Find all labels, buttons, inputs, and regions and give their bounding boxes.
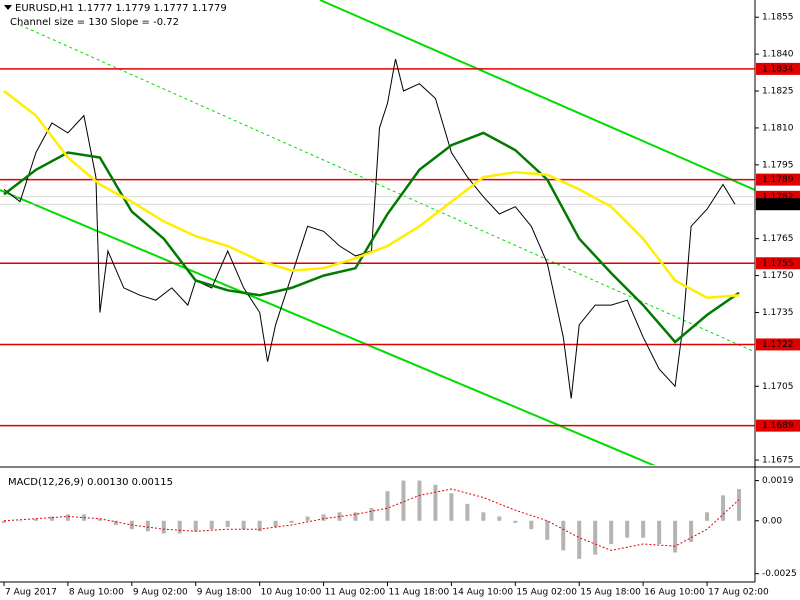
y-tick-label: 1.1735: [762, 308, 794, 318]
x-tick-label: 11 Aug 18:00: [388, 588, 449, 598]
y-tick-label: 0.00: [762, 516, 782, 526]
y-tick-label: 1.1765: [762, 234, 794, 244]
histogram-bar: [417, 480, 422, 521]
histogram-bar: [529, 520, 534, 530]
histogram-bar: [305, 516, 310, 521]
y-tick-label: 1.1825: [762, 87, 794, 97]
histogram-bar: [33, 518, 38, 521]
series-line: [3, 58, 736, 399]
histogram-bar: [353, 512, 358, 521]
histogram-bar: [497, 516, 502, 521]
histogram-bar: [257, 520, 262, 532]
price-marker-bg: [756, 198, 800, 211]
histogram-bar: [369, 508, 374, 521]
histogram-bar: [225, 520, 230, 528]
x-tick-label: 14 Aug 10:00: [452, 588, 513, 598]
histogram-bar: [465, 503, 470, 521]
y-tick-label: 1.1675: [762, 456, 794, 466]
histogram-bar: [481, 512, 486, 521]
x-tick-label: 9 Aug 18:00: [197, 588, 252, 598]
histogram-bar: [721, 495, 726, 521]
level-label-bg: [756, 173, 800, 186]
channel-upper: [319, 0, 755, 191]
histogram-bar: [177, 520, 182, 534]
chart-title: EURUSD,H1 1.1777 1.1779 1.1777 1.1779: [15, 3, 227, 14]
level-label-bg: [756, 257, 800, 270]
y-tick-label: 1.1810: [762, 123, 794, 133]
histogram-bar: [17, 520, 22, 522]
histogram-bar: [433, 484, 438, 521]
x-tick-label: 9 Aug 02:00: [133, 588, 188, 598]
y-tick-label: 1.1840: [762, 50, 794, 60]
x-tick-label: 7 Aug 2017: [5, 588, 57, 598]
y-tick-label: 1.1705: [762, 382, 794, 392]
histogram-bar: [289, 520, 294, 523]
level-label: 1.1722: [762, 340, 794, 350]
histogram-bar: [97, 518, 102, 521]
channel-middle: [19, 24, 755, 353]
level-label: 1.1789: [762, 175, 794, 185]
series-line: [3, 90, 740, 299]
y-tick-label: 0.0019: [762, 476, 794, 486]
x-tick-label: 15 Aug 18:00: [580, 588, 641, 598]
histogram-bar: [705, 512, 710, 521]
histogram-bar: [145, 520, 150, 532]
level-label-bg: [756, 338, 800, 351]
y-tick-label: -0.0025: [762, 569, 797, 579]
histogram-bar: [625, 520, 630, 538]
level-label-bg: [756, 419, 800, 432]
x-tick-label: 17 Aug 02:00: [708, 588, 769, 598]
main-plot: [0, 58, 755, 427]
histogram-bar: [449, 493, 454, 521]
price-marker-label: 1.1782: [762, 192, 794, 202]
level-label: 1.1834: [762, 64, 794, 74]
macd-title: MACD(12,26,9) 0.00130 0.00115: [8, 477, 173, 488]
histogram-bar: [561, 520, 566, 551]
histogram-bar: [609, 520, 614, 545]
histogram-bar: [241, 520, 246, 530]
price-marker-label: 1.1779: [762, 200, 794, 210]
histogram-bar: [65, 514, 70, 521]
histogram-bar: [577, 520, 582, 559]
histogram-bar: [401, 480, 406, 521]
y-tick-label: 1.1855: [762, 13, 794, 23]
channel: [0, 0, 755, 465]
level-label: 1.1755: [762, 259, 794, 269]
level-label-bg: [756, 62, 800, 75]
histogram-bar: [545, 520, 550, 540]
histogram-bar: [1, 520, 6, 523]
histogram-bar: [385, 491, 390, 521]
histogram-bar: [193, 520, 198, 532]
x-tick-label: 11 Aug 02:00: [325, 588, 386, 598]
channel-lower: [0, 189, 656, 465]
histogram-bar: [321, 514, 326, 521]
x-tick-label: 8 Aug 10:00: [69, 588, 124, 598]
histogram-bar: [113, 520, 118, 525]
histogram-bar: [513, 520, 518, 523]
histogram-bar: [657, 520, 662, 545]
header-icon: [4, 5, 12, 10]
histogram-bar: [209, 520, 214, 530]
histogram-bar: [673, 520, 678, 553]
series-line: [3, 131, 740, 344]
y-tick-label: 1.1795: [762, 160, 794, 170]
x-tick-label: 10 Aug 10:00: [261, 588, 322, 598]
level-label: 1.1689: [762, 421, 794, 431]
x-tick-label: 15 Aug 02:00: [516, 588, 577, 598]
histogram-bar: [49, 516, 54, 521]
x-tick-label: 16 Aug 10:00: [644, 588, 705, 598]
histogram-bar: [641, 520, 646, 538]
chart-subtitle: Channel size = 130 Slope = -0.72: [10, 17, 179, 28]
histogram-bar: [161, 520, 166, 534]
histogram-bar: [689, 520, 694, 542]
histogram-bar: [737, 489, 742, 521]
histogram-bar: [593, 520, 598, 555]
histogram-bar: [273, 520, 278, 528]
y-tick-label: 1.1750: [762, 271, 794, 281]
